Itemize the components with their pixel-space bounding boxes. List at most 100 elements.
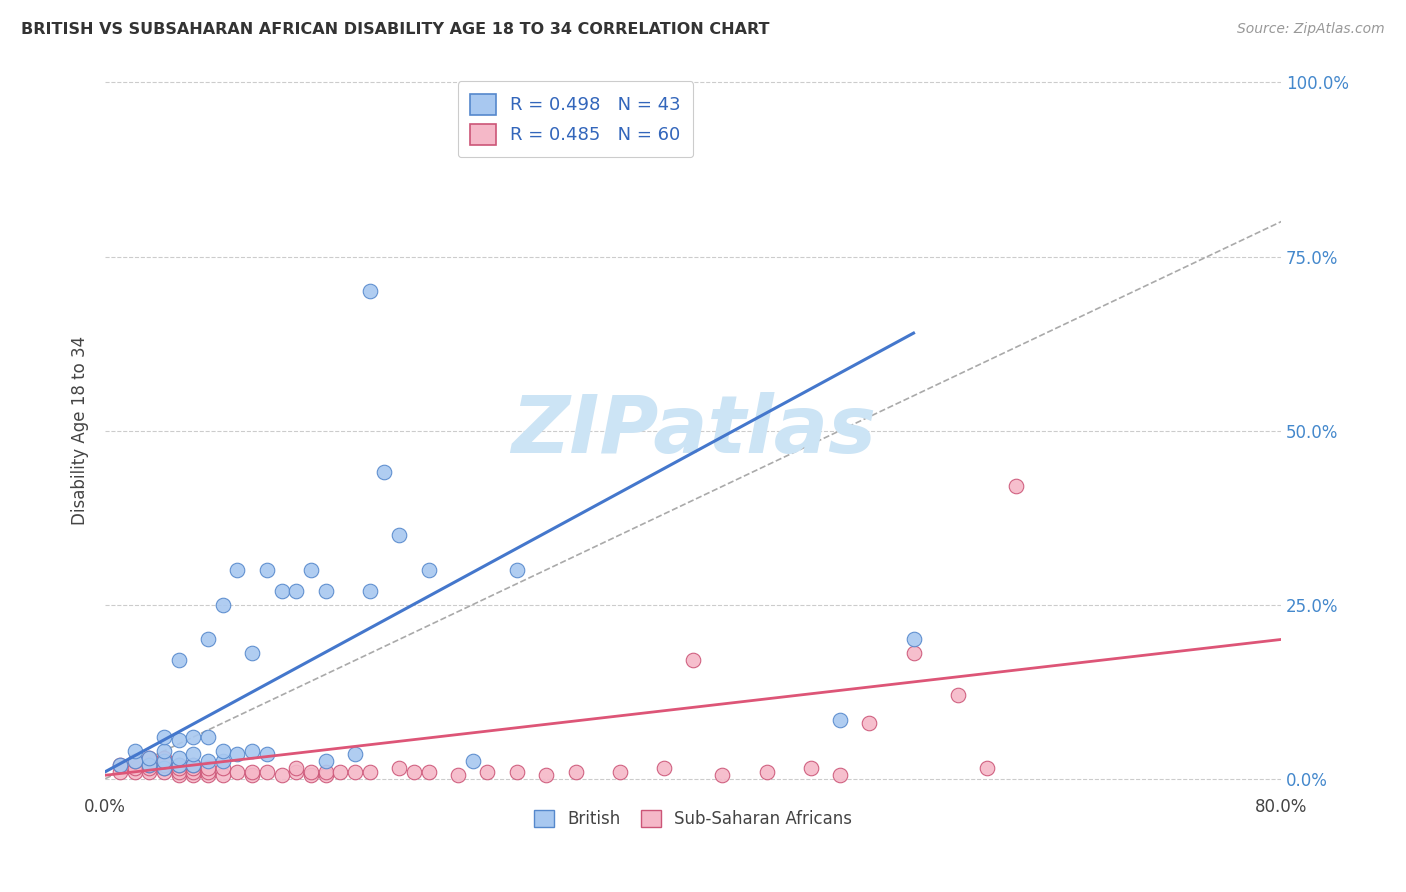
Point [564, 764, 586, 779]
Point [946, 688, 969, 702]
Point [153, 754, 176, 768]
Point [226, 563, 249, 577]
Point [138, 751, 160, 765]
Point [418, 764, 440, 779]
Point [211, 754, 233, 768]
Point [153, 744, 176, 758]
Point [124, 754, 146, 768]
Point [138, 761, 160, 775]
Point [167, 751, 190, 765]
Point [359, 285, 381, 299]
Point [315, 768, 337, 782]
Point [256, 563, 278, 577]
Point [299, 563, 322, 577]
Point [315, 764, 337, 779]
Point [285, 761, 308, 775]
Point [359, 764, 381, 779]
Point [167, 768, 190, 782]
Point [211, 598, 233, 612]
Point [373, 466, 395, 480]
Text: Source: ZipAtlas.com: Source: ZipAtlas.com [1237, 22, 1385, 37]
Point [167, 757, 190, 772]
Point [197, 768, 219, 782]
Point [534, 768, 557, 782]
Point [183, 761, 205, 775]
Point [711, 768, 734, 782]
Point [344, 764, 367, 779]
Point [167, 653, 190, 667]
Point [226, 747, 249, 762]
Point [108, 757, 131, 772]
Point [197, 730, 219, 744]
Point [800, 761, 823, 775]
Point [270, 768, 292, 782]
Point [138, 757, 160, 772]
Point [197, 754, 219, 768]
Point [211, 761, 233, 775]
Point [153, 761, 176, 775]
Point [167, 757, 190, 772]
Point [124, 754, 146, 768]
Point [828, 713, 851, 727]
Point [153, 764, 176, 779]
Point [183, 764, 205, 779]
Point [240, 647, 263, 661]
Point [183, 757, 205, 772]
Point [858, 716, 880, 731]
Point [755, 764, 778, 779]
Point [183, 757, 205, 772]
Point [388, 528, 411, 542]
Point [344, 747, 367, 762]
Point [506, 563, 529, 577]
Point [153, 757, 176, 772]
Point [197, 764, 219, 779]
Point [418, 563, 440, 577]
Point [256, 764, 278, 779]
Point [609, 764, 631, 779]
Point [402, 764, 425, 779]
Point [153, 761, 176, 775]
Point [299, 764, 322, 779]
Point [197, 761, 219, 775]
Point [270, 583, 292, 598]
Point [124, 744, 146, 758]
Point [903, 632, 925, 647]
Point [461, 754, 484, 768]
Point [329, 764, 352, 779]
Point [124, 761, 146, 775]
Point [240, 764, 263, 779]
Point [477, 764, 499, 779]
Point [1005, 479, 1028, 493]
Point [153, 730, 176, 744]
Legend: British, Sub-Saharan Africans: British, Sub-Saharan Africans [527, 804, 859, 835]
Point [388, 761, 411, 775]
Point [108, 757, 131, 772]
Point [167, 761, 190, 775]
Point [153, 751, 176, 765]
Point [315, 754, 337, 768]
Point [652, 761, 675, 775]
Point [315, 583, 337, 598]
Point [138, 757, 160, 772]
Point [976, 761, 998, 775]
Point [256, 747, 278, 762]
Point [903, 647, 925, 661]
Point [359, 583, 381, 598]
Point [682, 653, 704, 667]
Point [285, 764, 308, 779]
Point [211, 768, 233, 782]
Point [138, 764, 160, 779]
Point [197, 632, 219, 647]
Point [506, 764, 529, 779]
Point [183, 768, 205, 782]
Point [167, 733, 190, 747]
Point [183, 747, 205, 762]
Point [167, 764, 190, 779]
Point [211, 744, 233, 758]
Point [138, 751, 160, 765]
Point [447, 768, 470, 782]
Point [183, 730, 205, 744]
Text: BRITISH VS SUBSAHARAN AFRICAN DISABILITY AGE 18 TO 34 CORRELATION CHART: BRITISH VS SUBSAHARAN AFRICAN DISABILITY… [21, 22, 769, 37]
Point [240, 744, 263, 758]
Point [226, 764, 249, 779]
